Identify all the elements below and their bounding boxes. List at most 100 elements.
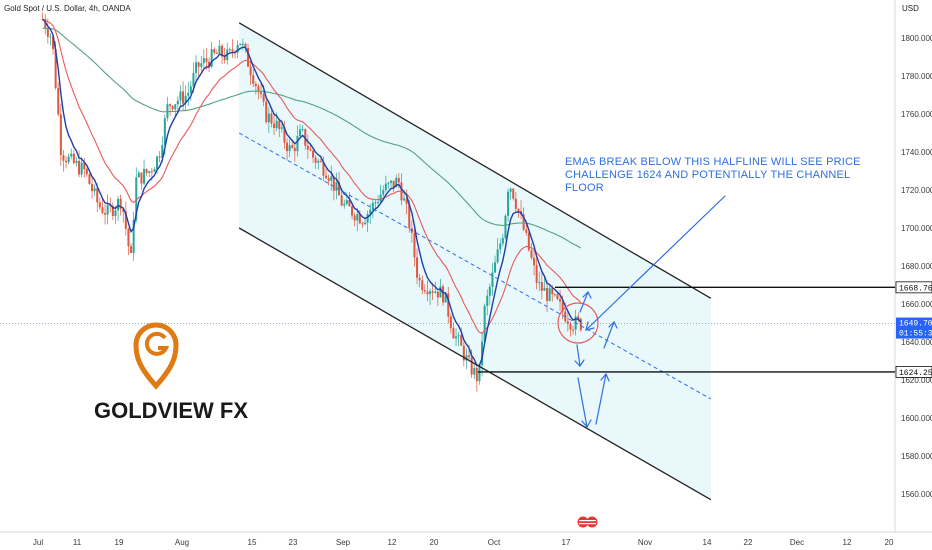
candle-body — [439, 286, 442, 298]
candle-body — [127, 228, 130, 247]
price-tag-current: 1649.700 01:55:34 — [896, 317, 932, 339]
candle-body — [236, 44, 239, 53]
candle-body — [252, 75, 255, 84]
candle-body — [351, 206, 354, 216]
candle-body — [465, 355, 468, 361]
up-arrow-icon — [595, 373, 607, 425]
price-tick-label: 1800.000 — [901, 34, 932, 43]
candle-body — [470, 357, 473, 375]
price-tag-current-label: 1649.700 — [899, 320, 932, 329]
candle-body — [317, 160, 320, 163]
candle-body — [504, 215, 507, 238]
candle-body — [153, 169, 156, 172]
candle-body — [223, 56, 226, 61]
time-axis[interactable]: Jul 11 19 Aug 15 23 Sep 12 20 Oct 17 Nov 14 22 Dec 12 20 — [33, 538, 894, 547]
candle-body — [106, 204, 109, 215]
candle-body — [301, 128, 304, 130]
candle-body — [283, 127, 286, 143]
candle-body — [88, 174, 91, 185]
candle-body — [70, 153, 73, 157]
candle-body — [189, 86, 192, 93]
candle-body — [267, 113, 270, 123]
candle-body — [327, 178, 330, 181]
candle-body — [538, 282, 541, 284]
candle-body — [179, 91, 182, 101]
time-tick-label: 12 — [388, 538, 397, 547]
candle-body — [374, 202, 377, 204]
candle-body — [46, 28, 49, 37]
price-tick-label: 1740.000 — [901, 148, 932, 157]
candle-body — [239, 43, 242, 45]
candle-body — [397, 177, 400, 183]
candle-body — [104, 213, 107, 215]
channel-median-line[interactable] — [238, 132, 712, 400]
candle-body — [496, 249, 499, 263]
candle-body — [288, 145, 291, 152]
candle-body — [561, 301, 564, 312]
candle-body — [195, 62, 198, 73]
candle-body — [98, 202, 101, 208]
candle-body — [403, 198, 406, 201]
candle-body — [187, 92, 190, 96]
candle-body — [330, 176, 333, 181]
candle-body — [83, 162, 86, 170]
candle-body — [75, 160, 78, 163]
candle-body — [182, 91, 185, 104]
time-tick-label: Sep — [336, 538, 351, 547]
candle-body — [408, 203, 411, 229]
candle-body — [265, 101, 268, 123]
candle-body — [221, 45, 224, 57]
candle-body — [145, 169, 148, 174]
time-tick-label: Aug — [175, 538, 189, 547]
time-tick-label: 14 — [703, 538, 712, 547]
candle-body — [101, 207, 104, 214]
candle-body — [291, 145, 294, 148]
channel-upper-line[interactable] — [238, 22, 712, 299]
price-tag-upper: 1668.769 — [895, 281, 932, 293]
candle-body — [468, 355, 471, 358]
candle-body — [93, 188, 96, 192]
candle-body — [117, 198, 120, 211]
candle-body — [52, 36, 55, 49]
candle-body — [535, 265, 538, 283]
candle-body — [514, 198, 517, 210]
candle-body — [548, 288, 551, 301]
candle-body — [452, 328, 455, 339]
candle-body — [442, 286, 445, 303]
candle-body — [260, 92, 263, 95]
candle-body — [462, 345, 465, 361]
price-axis[interactable]: 1560.000 1580.000 1600.000 1620.000 1640.000… — [901, 34, 932, 499]
candle-body — [460, 335, 463, 346]
candle-body — [205, 58, 208, 62]
time-tick-label: Nov — [638, 538, 652, 547]
candle-body — [158, 156, 161, 158]
candle-body — [577, 316, 580, 319]
channel-lower-line[interactable] — [238, 227, 712, 501]
price-tick-label: 1700.000 — [901, 224, 932, 233]
candle-body — [431, 291, 434, 293]
candle-body — [202, 58, 205, 64]
candle-body — [478, 365, 481, 382]
candle-body — [332, 176, 335, 191]
candle-body — [340, 195, 343, 206]
candles — [41, 12, 582, 392]
candle-body — [78, 160, 81, 175]
candle-body — [309, 149, 312, 151]
candle-body — [364, 222, 367, 225]
time-tick-label: Dec — [790, 538, 804, 547]
candle-body — [57, 88, 60, 115]
candle-body — [395, 177, 398, 188]
price-tag-current-timer: 01:55:34 — [899, 330, 932, 339]
candle-body — [382, 190, 385, 195]
candle-body — [171, 105, 174, 110]
candle-body — [148, 171, 151, 174]
candle-body — [348, 200, 351, 207]
time-tick-label: 12 — [843, 538, 852, 547]
economic-events-icon[interactable] — [577, 516, 598, 528]
candle-body — [418, 277, 421, 281]
candle-body — [527, 232, 530, 251]
price-tick-label: 1560.000 — [901, 490, 932, 499]
candle-body — [109, 204, 112, 207]
candle-body — [137, 172, 140, 178]
